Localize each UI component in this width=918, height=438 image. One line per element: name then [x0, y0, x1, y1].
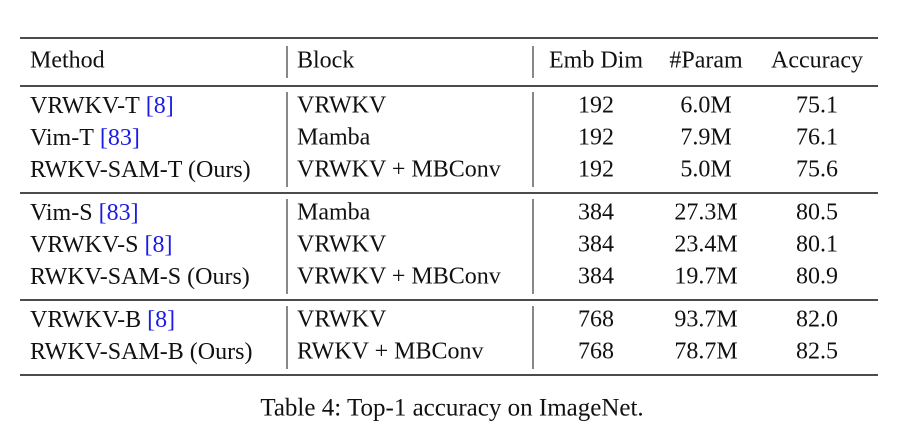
method-name: RWKV-SAM-B (Ours): [30, 339, 252, 365]
accuracy-cell: 75.6: [796, 157, 838, 183]
accuracy-cell: 82.0: [796, 307, 838, 333]
column-header: Block: [297, 48, 354, 74]
param-cell: 78.7M: [674, 339, 737, 365]
method-name: RWKV-SAM-T (Ours): [30, 157, 251, 183]
citation: [83]: [99, 200, 139, 226]
block-cell: VRWKV + MBConv: [297, 157, 501, 183]
method-cell: RWKV-SAM-T (Ours): [30, 157, 251, 183]
block-cell: VRWKV: [297, 307, 387, 333]
method-name: Vim-S: [30, 200, 93, 226]
method-cell: RWKV-SAM-B (Ours): [30, 339, 252, 365]
emb-dim-cell: 384: [578, 232, 614, 258]
method-name: VRWKV-B: [30, 307, 141, 333]
method-cell: Vim-S [83]: [30, 200, 139, 226]
emb-dim-cell: 768: [578, 339, 614, 365]
param-cell: 93.7M: [674, 307, 737, 333]
param-cell: 23.4M: [674, 232, 737, 258]
emb-dim-cell: 192: [578, 93, 614, 119]
param-cell: 6.0M: [680, 93, 731, 119]
citation: [8]: [144, 232, 172, 258]
method-cell: VRWKV-T [8]: [30, 93, 174, 119]
method-cell: VRWKV-B [8]: [30, 307, 175, 333]
accuracy-cell: 75.1: [796, 93, 838, 119]
column-header: Method: [30, 48, 105, 74]
param-cell: 27.3M: [674, 200, 737, 226]
param-cell: 7.9M: [680, 125, 731, 151]
citation: [83]: [100, 125, 140, 151]
block-cell: Mamba: [297, 125, 371, 151]
accuracy-cell: 76.1: [796, 125, 838, 151]
caption: Table 4: Top-1 accuracy on ImageNet.: [260, 395, 643, 422]
method-name: VRWKV-T: [30, 93, 140, 119]
column-header: #Param: [669, 48, 743, 74]
accuracy-cell: 80.1: [796, 232, 838, 258]
emb-dim-cell: 768: [578, 307, 614, 333]
param-cell: 19.7M: [674, 264, 737, 290]
citation: [8]: [147, 307, 175, 333]
method-cell: VRWKV-S [8]: [30, 232, 172, 258]
block-cell: VRWKV: [297, 93, 387, 119]
citation: [8]: [146, 93, 174, 119]
accuracy-cell: 82.5: [796, 339, 838, 365]
block-cell: Mamba: [297, 200, 371, 226]
emb-dim-cell: 192: [578, 157, 614, 183]
column-header: Accuracy: [771, 48, 863, 74]
emb-dim-cell: 384: [578, 264, 614, 290]
param-cell: 5.0M: [680, 157, 731, 183]
block-cell: RWKV + MBConv: [297, 339, 483, 365]
method-name: Vim-T: [30, 125, 94, 151]
method-name: RWKV-SAM-S (Ours): [30, 264, 250, 290]
block-cell: VRWKV + MBConv: [297, 264, 501, 290]
method-name: VRWKV-S: [30, 232, 138, 258]
column-header: Emb Dim: [549, 48, 643, 74]
accuracy-cell: 80.5: [796, 200, 838, 226]
accuracy-cell: 80.9: [796, 264, 838, 290]
method-cell: Vim-T [83]: [30, 125, 140, 151]
emb-dim-cell: 384: [578, 200, 614, 226]
block-cell: VRWKV: [297, 232, 387, 258]
emb-dim-cell: 192: [578, 125, 614, 151]
method-cell: RWKV-SAM-S (Ours): [30, 264, 250, 290]
